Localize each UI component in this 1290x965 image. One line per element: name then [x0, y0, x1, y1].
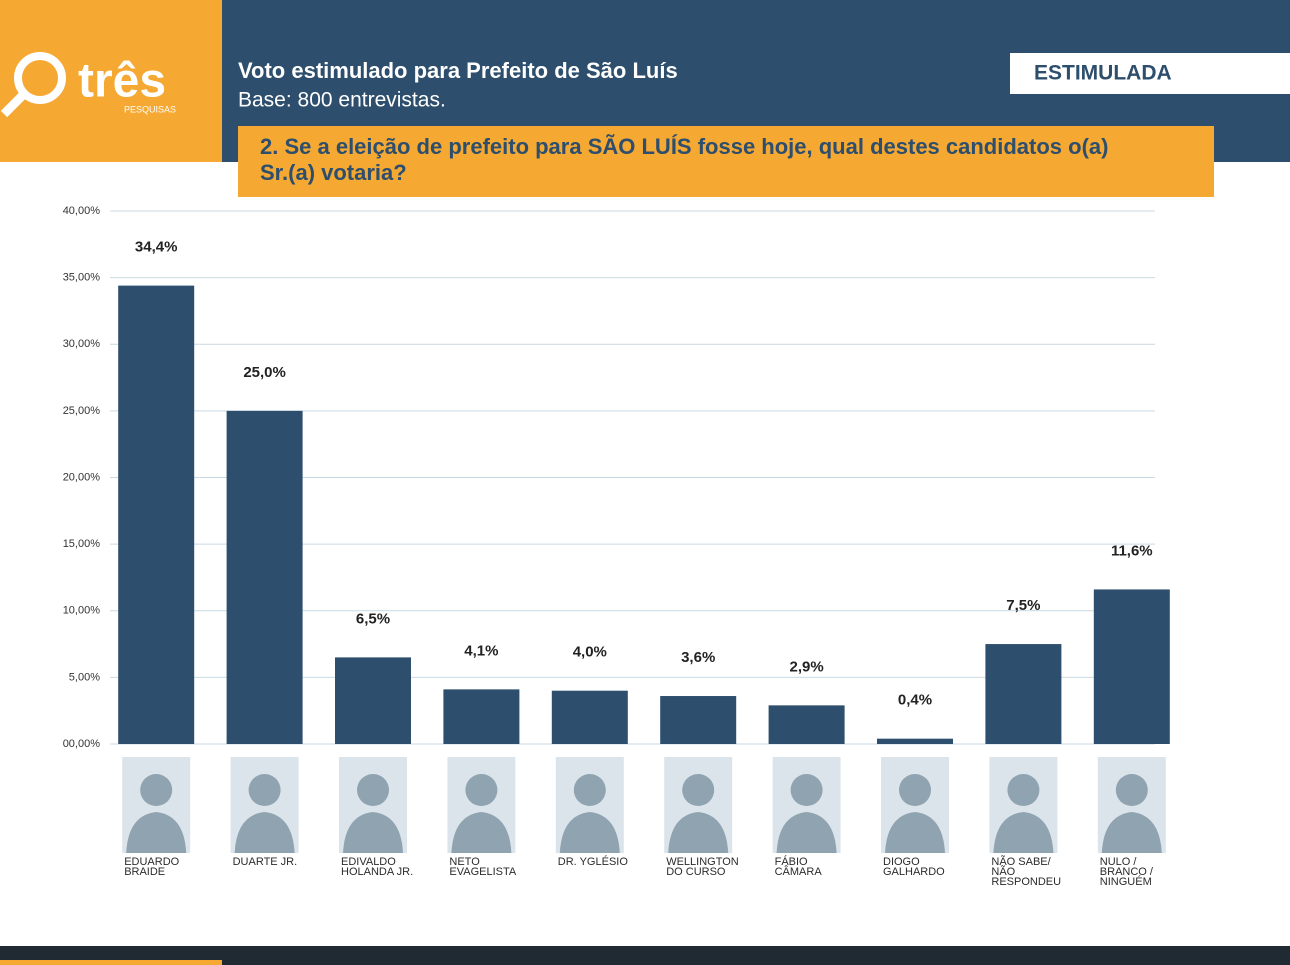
photo-head: [465, 774, 498, 806]
y-tick-label: 35,00%: [63, 272, 101, 284]
x-tick-label: EDUARDO BRAIDE: [124, 856, 180, 878]
photo-body: [126, 812, 187, 853]
bar: [335, 657, 411, 744]
value-label: 2,9%: [789, 658, 823, 675]
badge-box: [1010, 53, 1290, 94]
photo-head: [573, 774, 606, 806]
x-tick-label: NÃO SABE/ NÃO RESPONDEU: [991, 856, 1062, 888]
photo-head: [790, 774, 823, 806]
y-tick-label: 5,00%: [69, 671, 100, 683]
x-tick-label: FÁBIO CÂMARA: [774, 856, 822, 878]
brand-tagline: PESQUISAS: [124, 104, 176, 114]
photo-head: [357, 774, 389, 806]
bar: [226, 410, 303, 744]
y-tick-label: 30,00%: [63, 338, 101, 350]
photo-body: [343, 812, 403, 853]
y-tick-label: 20,00%: [63, 471, 101, 483]
subtitle: Base: 800 entrevistas.: [238, 89, 446, 112]
photo-body: [885, 812, 945, 853]
x-tick-label: EDIVALDO HOLANDA JR.: [341, 856, 414, 878]
bar: [118, 285, 195, 744]
brand-name: três: [78, 55, 166, 108]
value-label: 25,0%: [243, 364, 286, 381]
title: Voto estimulado para Prefeito de São Luí…: [238, 58, 678, 83]
x-tick-label: NULO / BRANCO / NINGUÉM: [1099, 856, 1153, 888]
value-label: 0,4%: [898, 692, 932, 709]
value-label: 7,5%: [1006, 597, 1040, 614]
bar: [985, 644, 1062, 744]
bar: [877, 738, 953, 744]
bar: [660, 696, 737, 744]
x-tick-label: DR. YGLÉSIO: [557, 856, 628, 868]
question: 2. Se a eleição de prefeito para SÃO LUÍ…: [260, 134, 1109, 185]
value-label: 4,0%: [573, 644, 607, 661]
x-tick-label: WELLINGTON DO CURSO: [666, 856, 739, 878]
x-tick-label: NETO EVAGELISTA: [449, 856, 517, 878]
bar: [768, 705, 845, 744]
photo-head: [140, 774, 173, 806]
photo-body: [451, 812, 512, 853]
photo-head: [682, 774, 715, 806]
x-tick-label: DIOGO GALHARDO: [883, 856, 945, 878]
value-label: 3,6%: [681, 649, 715, 666]
bar: [443, 689, 520, 744]
bar: [1093, 589, 1170, 744]
photo-body: [668, 812, 729, 853]
y-tick-label: 40,00%: [63, 205, 101, 217]
logo-block: [0, 0, 222, 162]
y-tick-label: 15,00%: [63, 538, 101, 550]
photo-head: [1115, 774, 1148, 806]
photo-head: [1007, 774, 1040, 806]
logo-icon: [14, 52, 66, 104]
y-tick-label: 25,00%: [63, 405, 101, 417]
value-label: 34,4%: [135, 239, 178, 256]
value-label: 11,6%: [1111, 542, 1153, 559]
photo-body: [993, 812, 1054, 853]
value-label: 4,1%: [464, 642, 498, 659]
bar: [551, 690, 628, 744]
question-box: [238, 126, 1214, 197]
y-tick-label: 10,00%: [63, 605, 101, 617]
x-tick-label: DUARTE JR.: [232, 856, 298, 868]
logo-icon: [0, 92, 26, 118]
footer-band: [0, 946, 1290, 965]
value-label: 6,5%: [356, 610, 390, 627]
photo-head: [248, 774, 281, 806]
badge: ESTIMULADA: [1034, 62, 1172, 85]
photo-body: [1101, 812, 1162, 853]
footer-accent: [0, 960, 222, 965]
photo-body: [776, 812, 837, 853]
photo-head: [899, 774, 931, 806]
photo-body: [559, 812, 620, 853]
photo-body: [234, 812, 295, 853]
y-tick-label: 00,00%: [63, 738, 101, 750]
